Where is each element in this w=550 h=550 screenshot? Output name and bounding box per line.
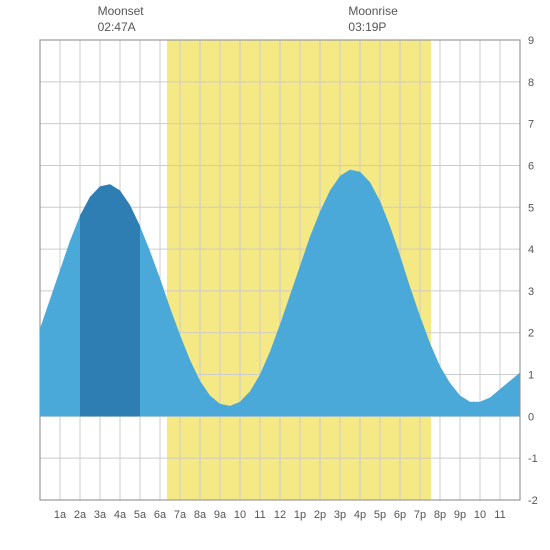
- moonrise-label-block: Moonrise 03:19P: [348, 4, 397, 35]
- svg-text:6: 6: [528, 160, 534, 172]
- svg-text:6p: 6p: [394, 509, 406, 521]
- svg-text:11: 11: [494, 509, 505, 521]
- svg-text:9: 9: [528, 35, 534, 47]
- svg-text:9a: 9a: [214, 509, 227, 521]
- svg-text:2p: 2p: [314, 509, 326, 521]
- svg-text:7p: 7p: [414, 509, 426, 521]
- svg-text:12: 12: [274, 509, 286, 521]
- moonset-title: Moonset: [98, 4, 144, 20]
- svg-text:-1: -1: [528, 453, 538, 465]
- moonrise-title: Moonrise: [348, 4, 397, 20]
- svg-text:10: 10: [234, 509, 246, 521]
- svg-text:3a: 3a: [94, 509, 107, 521]
- svg-text:10: 10: [474, 509, 486, 521]
- moonset-label-block: Moonset 02:47A: [98, 4, 144, 35]
- svg-text:7a: 7a: [174, 509, 187, 521]
- svg-text:5a: 5a: [134, 509, 147, 521]
- svg-text:2: 2: [528, 328, 534, 340]
- svg-text:8p: 8p: [434, 509, 446, 521]
- svg-text:3p: 3p: [334, 509, 346, 521]
- svg-text:1p: 1p: [294, 509, 306, 521]
- svg-text:9p: 9p: [454, 509, 466, 521]
- y-axis-labels: -2 -1 0 1 2 3 4 5 6 7 8 9: [528, 35, 538, 507]
- svg-text:5: 5: [528, 202, 534, 214]
- svg-text:5p: 5p: [374, 509, 386, 521]
- svg-text:7: 7: [528, 119, 534, 131]
- svg-text:6a: 6a: [154, 509, 167, 521]
- moonset-time: 02:47A: [98, 20, 144, 36]
- svg-text:4: 4: [528, 244, 534, 256]
- svg-text:11: 11: [254, 509, 265, 521]
- svg-text:1a: 1a: [54, 509, 67, 521]
- x-axis-labels: 1a 2a 3a 4a 5a 6a 7a 8a 9a 10 11 12 1p 2p 3p 4p 5p 6p 7p 8p…: [54, 509, 506, 521]
- moonrise-time: 03:19P: [348, 20, 397, 36]
- svg-text:8a: 8a: [194, 509, 207, 521]
- svg-text:4p: 4p: [354, 509, 366, 521]
- svg-text:3: 3: [528, 286, 534, 298]
- svg-text:4a: 4a: [114, 509, 127, 521]
- svg-text:-2: -2: [528, 495, 538, 507]
- svg-text:8: 8: [528, 77, 534, 89]
- svg-text:1: 1: [528, 370, 534, 382]
- tide-chart-container: -2-101234567891a2a3a4a5a6a7a8a9a1011121p…: [0, 0, 550, 550]
- svg-text:0: 0: [528, 411, 534, 423]
- svg-text:2a: 2a: [74, 509, 87, 521]
- tide-chart: -2-101234567891a2a3a4a5a6a7a8a9a1011121p…: [0, 0, 550, 550]
